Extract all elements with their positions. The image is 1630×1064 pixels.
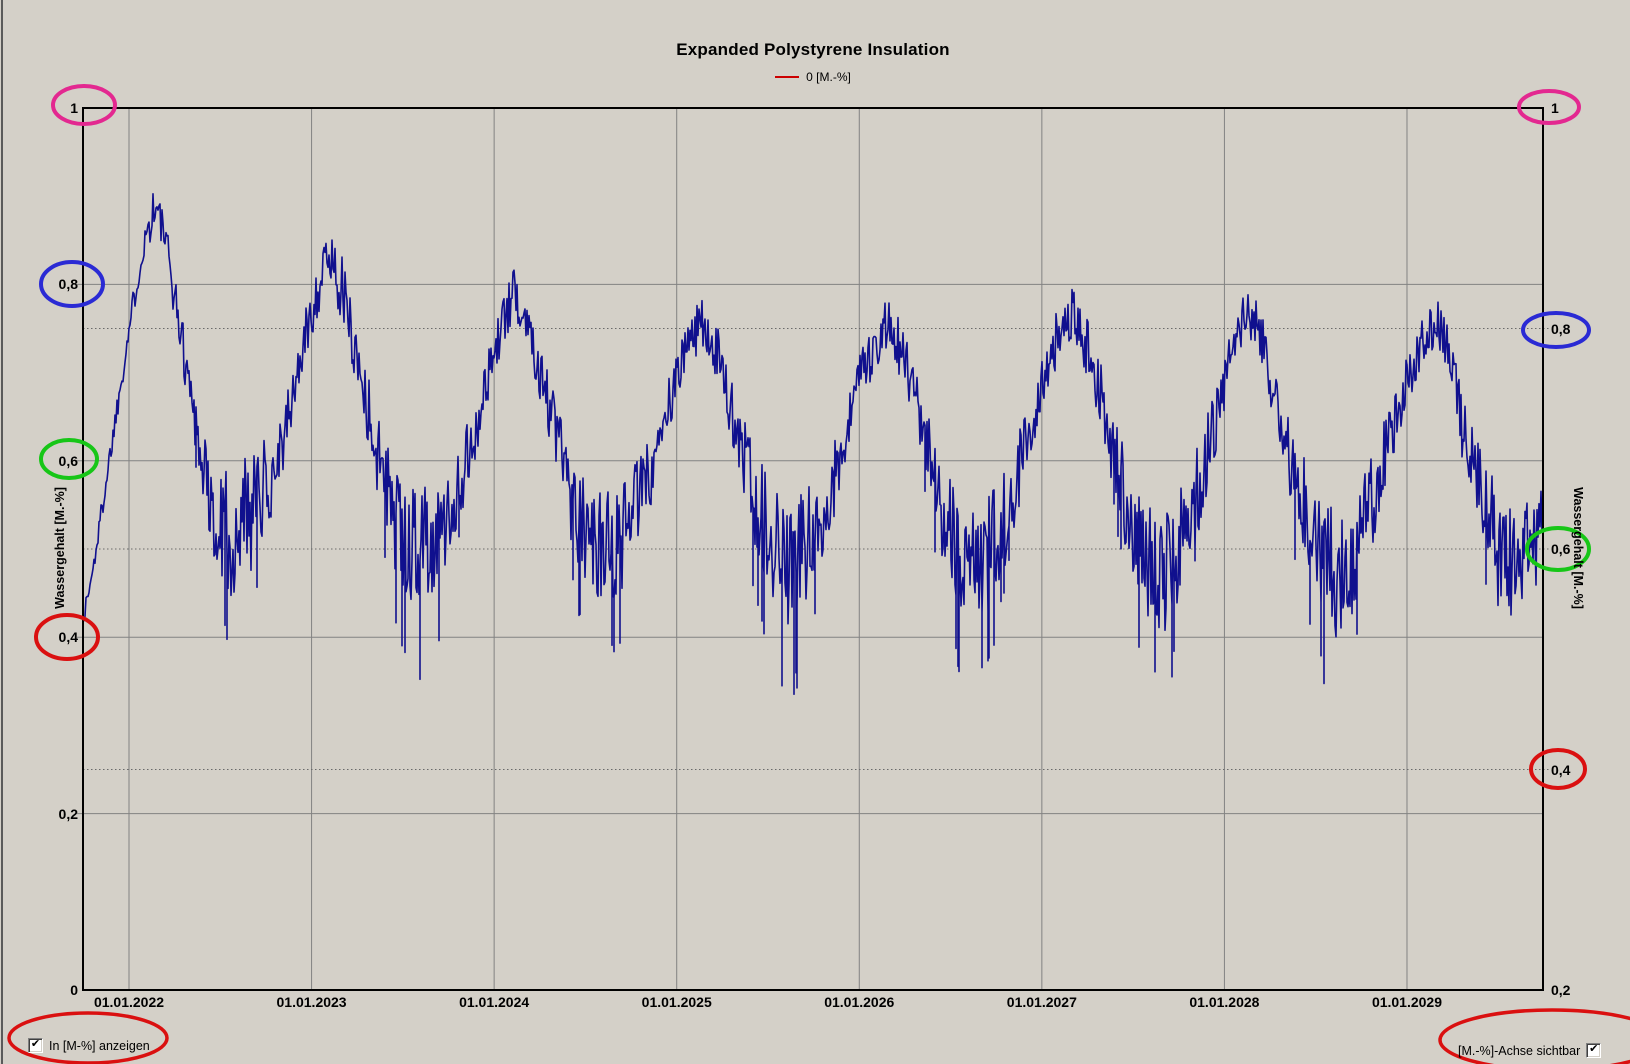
y-right-tick-0.6: 0,6	[1551, 541, 1571, 557]
x-tick-2029: 01.01.2029	[1371, 994, 1443, 1010]
show-in-m-percent-checkbox[interactable]: ✔	[28, 1038, 43, 1053]
y-axis-title-right: Wassergehalt [M.-%]	[1571, 487, 1585, 609]
annotation-ellipse-right-axis-tick-1	[1517, 89, 1581, 125]
y-axis-title-left: Wassergehalt [M.-%]	[53, 487, 67, 609]
x-tick-2028: 01.01.2028	[1189, 994, 1260, 1010]
m-percent-axis-visible-checkbox[interactable]: ✔	[1586, 1043, 1602, 1058]
checkmark-icon: ✔	[1589, 1043, 1599, 1055]
plot-border	[82, 107, 1544, 991]
x-tick-2024: 01.01.2024	[459, 994, 530, 1010]
y-right-tick-0.2: 0,2	[1551, 982, 1571, 998]
y-left-tick-0.2: 0,2	[58, 805, 78, 822]
checkmark-icon: ✔	[30, 1038, 41, 1050]
m-percent-axis-visible-control: [M.-%]-Achse sichtbar ✔	[1458, 1043, 1602, 1058]
annotation-ellipse-left-axis-tick-0.6	[39, 438, 99, 480]
annotation-ellipse-left-axis-tick-0.4	[34, 613, 100, 661]
x-tick-2022: 01.01.2022	[93, 994, 165, 1010]
x-tick-2027: 01.01.2027	[1006, 994, 1077, 1010]
chart-title: Expanded Polystyrene Insulation	[676, 40, 950, 59]
annotation-ellipse-right-checkbox	[1438, 1008, 1630, 1064]
y-right-tick-1: 1	[1551, 100, 1559, 116]
annotation-ellipse-right-axis-tick-0.6	[1525, 526, 1591, 572]
water-content-series	[83, 193, 1543, 695]
y-left-tick-0: 0	[70, 982, 78, 998]
y-right-tick-0.4: 0,4	[1551, 761, 1571, 778]
y-left-tick-0.8: 0,8	[58, 276, 78, 293]
y-right-tick-0.8: 0,8	[1551, 320, 1571, 337]
annotation-ellipse-left-checkbox	[7, 1011, 169, 1064]
x-tick-2026: 01.01.2026	[824, 994, 895, 1010]
y-left-tick-0.6: 0,6	[58, 452, 78, 469]
x-tick-2023: 01.01.2023	[276, 994, 347, 1010]
annotation-layer	[7, 84, 1630, 1064]
y-left-tick-1: 1	[70, 100, 78, 116]
legend: 0 [M.-%]	[83, 70, 1543, 84]
annotation-ellipse-left-axis-tick-0.8	[39, 260, 105, 308]
y-left-tick-0.4: 0,4	[58, 629, 78, 646]
annotation-ellipse-left-axis-tick-1	[51, 84, 117, 126]
legend-line-marker	[775, 76, 800, 78]
gridlines	[77, 108, 1549, 990]
show-in-m-percent-control: ✔ In [M-%] anzeigen	[28, 1038, 150, 1053]
annotation-ellipse-right-axis-tick-0.4	[1529, 748, 1587, 790]
x-tick-2025: 01.01.2025	[641, 994, 712, 1010]
annotation-ellipse-right-axis-tick-0.8	[1521, 311, 1591, 349]
m-percent-axis-visible-label: [M.-%]-Achse sichtbar	[1458, 1043, 1581, 1058]
legend-entry-label: 0 [M.-%]	[806, 70, 851, 84]
show-in-m-percent-label: In [M-%] anzeigen	[49, 1038, 150, 1053]
